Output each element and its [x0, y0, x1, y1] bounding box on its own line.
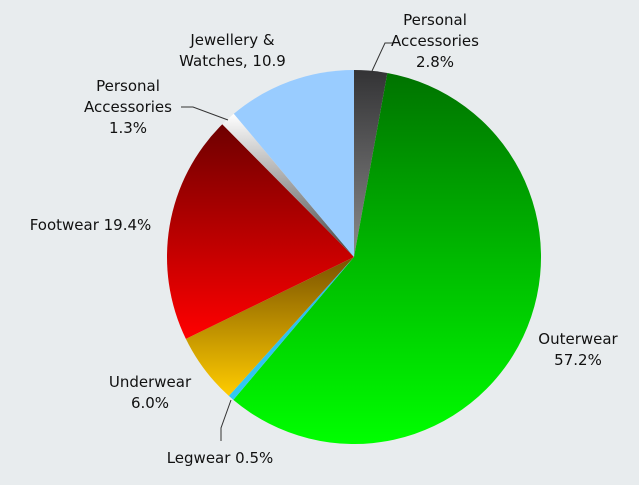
leader-line-personal-accessories-left [181, 106, 229, 121]
label-underwear: Underwear 6.0% [100, 372, 200, 414]
leader-line-legwear [220, 399, 232, 441]
pie-slice-underwear [185, 257, 354, 396]
label-legwear: Legwear 0.5% [155, 448, 285, 469]
label-value: 57.2% [554, 351, 602, 369]
label-line: Accessories [391, 32, 479, 50]
label-personal-accessories-top: Personal Accessories 2.8% [380, 10, 490, 73]
pie-slice-legwear [228, 257, 354, 400]
pie-slice-jewellery-watches [233, 70, 354, 257]
label-line: Personal [96, 77, 160, 95]
label-line: Underwear [108, 373, 192, 391]
label-value: Footwear 19.4% [29, 216, 152, 234]
pie-slice-personal-accessories [222, 113, 354, 257]
pie-slice-footwear [166, 124, 354, 339]
label-value: Watches, 10.9 [179, 52, 286, 70]
pie-slice-personal-accessories [354, 70, 388, 257]
label-value: 1.3% [108, 119, 148, 137]
label-value: 6.0% [130, 394, 170, 412]
leader-lines [181, 42, 393, 441]
label-personal-accessories-left: Personal Accessories 1.3% [73, 76, 183, 139]
leader-line-personal-accessories-top [371, 42, 393, 72]
label-value: 2.8% [415, 53, 455, 71]
label-line: Outerwear [538, 330, 618, 348]
label-footwear: Footwear 19.4% [18, 215, 163, 236]
pie-slice-outerwear [233, 73, 542, 445]
pie-slices [166, 70, 542, 445]
label-jewellery-watches: Jewellery & Watches, 10.9 [165, 30, 300, 72]
label-line: Accessories [84, 98, 172, 116]
label-line: Personal [403, 11, 467, 29]
label-outerwear: Outerwear 57.2% [528, 329, 628, 371]
label-value: Legwear 0.5% [166, 449, 274, 467]
label-line: Jewellery & [190, 31, 275, 49]
